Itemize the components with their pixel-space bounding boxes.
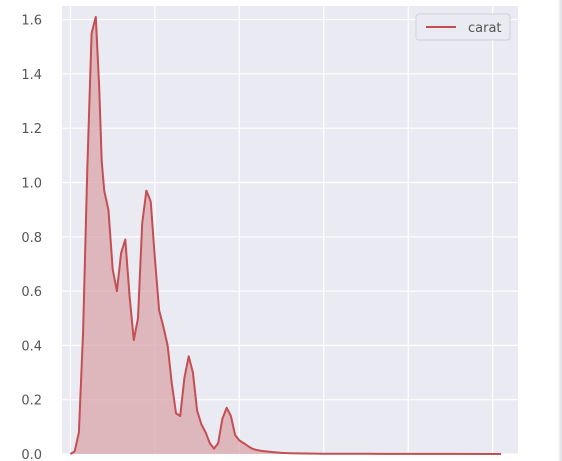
legend-box (415, 13, 511, 41)
right-edge-strip (558, 0, 562, 461)
legend: carat (415, 13, 511, 41)
y-tick-label: 0.4 (21, 339, 42, 354)
y-tick-label: 1.2 (21, 122, 42, 137)
y-tick-label: 0.8 (21, 231, 42, 246)
series-fill-carat (70, 16, 502, 455)
series-line-carat (69, 15, 502, 455)
y-tick-label: 0.2 (21, 394, 42, 409)
y-axis-ticks: 0.0 0.2 0.4 0.6 0.8 1.0 1.2 1.4 1.6 (21, 14, 42, 461)
y-tick-label: 1.0 (21, 176, 42, 191)
legend-label-carat: carat (468, 21, 502, 36)
y-tick-label: 1.4 (21, 68, 42, 83)
y-tick-label: 0.6 (21, 285, 42, 300)
y-tick-label: 0.0 (21, 448, 42, 461)
series-layer (69, 15, 502, 455)
y-tick-label: 1.6 (21, 14, 42, 29)
